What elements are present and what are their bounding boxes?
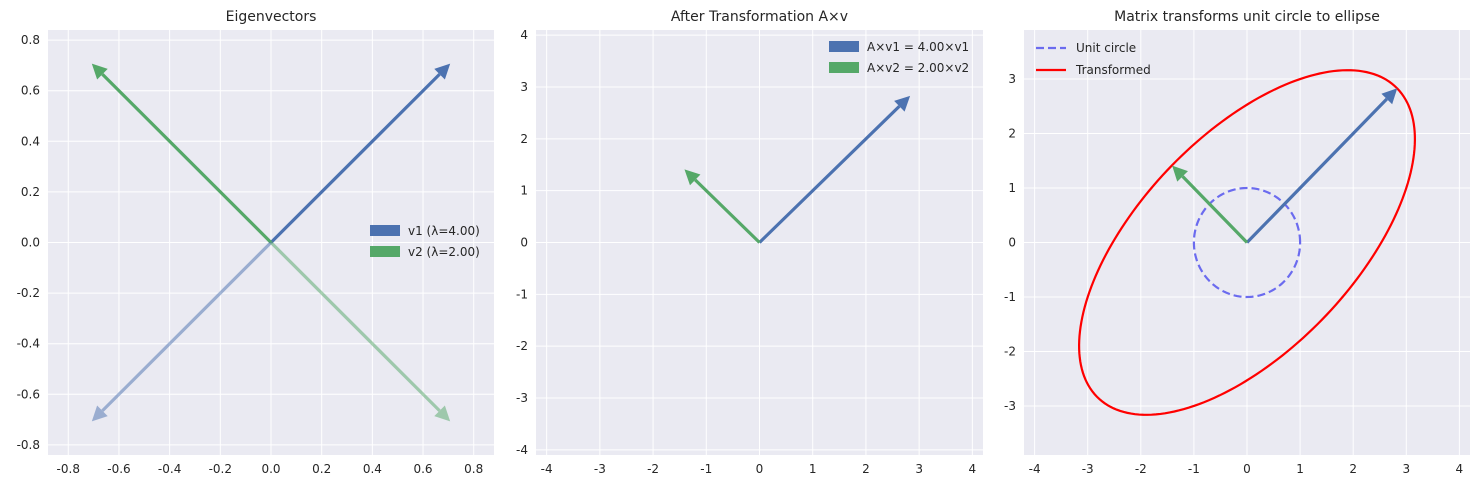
vector-arrow-2 <box>684 169 761 244</box>
y-tick-label: 3 <box>1008 72 1016 86</box>
legend-swatch <box>829 41 859 52</box>
vector-arrow-1 <box>758 95 911 244</box>
vector-arrow-2 <box>1172 165 1249 244</box>
subplot-3: -4 -3 -2 -1 0 1 2 3 4 -3 -2 -1 0 1 2 3 Matrix transforms… <box>1004 9 1470 476</box>
legend-swatch <box>370 246 400 257</box>
x-tick-label: 4 <box>1456 462 1464 476</box>
y-tick-label: 4 <box>520 28 528 42</box>
y-tick-label: -0.6 <box>17 387 40 401</box>
y-tick-label: 0 <box>1008 236 1016 250</box>
x-tick-label: -3 <box>594 462 606 476</box>
x-tick-label: 2 <box>862 462 870 476</box>
y-tick-label: 0.2 <box>21 185 40 199</box>
y-tick-label: 0.8 <box>21 33 40 47</box>
y-tick-label: -0.4 <box>17 337 40 351</box>
legend-swatch <box>370 225 400 236</box>
vector-arrow-4 <box>269 241 451 422</box>
x-tick-label: 3 <box>915 462 923 476</box>
y-tick-label: -0.2 <box>17 286 40 300</box>
x-tick-label: 0.4 <box>363 462 382 476</box>
y-tick-label: -2 <box>516 339 528 353</box>
x-tick-label: 3 <box>1402 462 1410 476</box>
y-tick-label: -2 <box>1004 344 1016 358</box>
chart-title: Eigenvectors <box>226 9 317 25</box>
x-tick-label: -0.2 <box>209 462 232 476</box>
x-tick-label: -0.6 <box>107 462 130 476</box>
y-tick-label: 1 <box>1008 181 1016 195</box>
vector-arrow-1 <box>1245 88 1398 244</box>
y-tick-label: -1 <box>516 287 528 301</box>
legend-label: A×v1 = 4.00×v1 <box>867 40 969 54</box>
y-tick-label: 0 <box>520 236 528 250</box>
y-tick-label: 2 <box>520 132 528 146</box>
y-tick-label: 1 <box>520 184 528 198</box>
legend-label: v1 (λ=4.00) <box>408 224 480 238</box>
x-tick-label: 0.6 <box>413 462 432 476</box>
x-tick-label: -1 <box>700 462 712 476</box>
x-tick-label: 1 <box>809 462 817 476</box>
subplot-1: -0.8 -0.6 -0.4 -0.2 0.0 0.2 0.4 0.6 0.8 -0.8 -0.6 -… <box>17 9 494 476</box>
x-tick-label: -2 <box>1135 462 1147 476</box>
x-tick-label: 0 <box>1243 462 1251 476</box>
x-tick-label: -2 <box>647 462 659 476</box>
legend-label: Transformed <box>1075 63 1151 77</box>
chart-title: After Transformation A×v <box>671 9 848 25</box>
x-tick-label: 0.0 <box>261 462 280 476</box>
series-transformed <box>1077 69 1417 416</box>
legend-label: Unit circle <box>1076 41 1136 55</box>
y-tick-label: -0.8 <box>17 438 40 452</box>
vector-arrow-1 <box>269 63 451 244</box>
x-tick-label: 4 <box>969 462 977 476</box>
y-tick-label: -1 <box>1004 290 1016 304</box>
x-tick-label: -0.4 <box>158 462 181 476</box>
y-tick-label: -4 <box>516 443 528 457</box>
y-tick-label: 0.6 <box>21 84 40 98</box>
x-tick-label: 2 <box>1349 462 1357 476</box>
x-tick-label: -0.8 <box>57 462 80 476</box>
x-tick-label: -3 <box>1082 462 1094 476</box>
x-tick-label: 0.8 <box>464 462 483 476</box>
legend-label: A×v2 = 2.00×v2 <box>867 61 969 75</box>
x-tick-label: -1 <box>1188 462 1200 476</box>
y-tick-label: -3 <box>516 391 528 405</box>
x-tick-label: -4 <box>1029 462 1041 476</box>
series-unit-circle <box>1192 186 1302 299</box>
x-tick-label: 1 <box>1296 462 1304 476</box>
y-tick-label: 0.4 <box>21 134 40 148</box>
legend-swatch <box>829 62 859 73</box>
x-tick-label: -4 <box>541 462 553 476</box>
y-tick-label: -3 <box>1004 399 1016 413</box>
y-tick-label: 2 <box>1008 127 1016 141</box>
y-tick-label: 0.0 <box>21 236 40 250</box>
x-tick-label: 0.2 <box>312 462 331 476</box>
vector-arrow-3 <box>91 241 273 422</box>
chart-title: Matrix transforms unit circle to ellipse <box>1114 9 1380 25</box>
legend-label: v2 (λ=2.00) <box>408 245 480 259</box>
subplot-2: -4 -3 -2 -1 0 1 2 3 4 -4 -3 -2 -1 0 1 2 3 4 After Transfor… <box>516 9 983 476</box>
vector-arrow-2 <box>91 63 273 244</box>
x-tick-label: 0 <box>756 462 764 476</box>
y-tick-label: 3 <box>520 80 528 94</box>
